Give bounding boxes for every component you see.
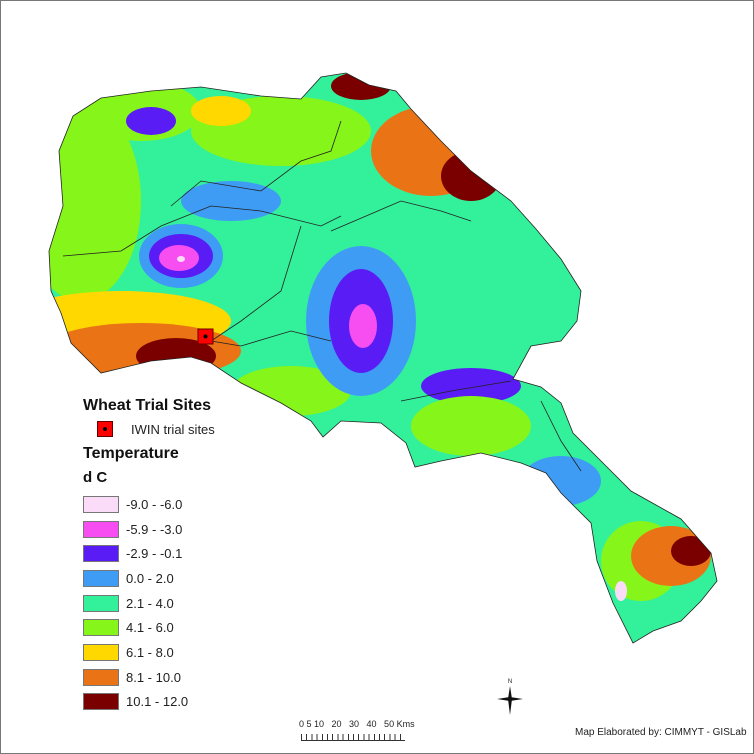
map-legend: Wheat Trial Sites IWIN trial sites Tempe…: [83, 397, 215, 714]
legend-class: 4.1 - 6.0: [83, 615, 215, 640]
scale-bar: [301, 734, 405, 741]
legend-class: -9.0 - -6.0: [83, 492, 215, 517]
legend-swatch: [83, 495, 119, 513]
trial-site-icon: [97, 421, 113, 437]
legend-swatch: [83, 569, 119, 587]
legend-swatch: [83, 545, 119, 563]
legend-class-label: 8.1 - 10.0: [126, 669, 181, 685]
legend-swatch: [83, 594, 119, 612]
legend-class: 6.1 - 8.0: [83, 640, 215, 665]
legend-class-label: 4.1 - 6.0: [126, 620, 174, 636]
scale-bar-label: 0 5 10 20 30 40 50 Kms: [299, 719, 415, 729]
north-label: N: [508, 679, 512, 685]
legend-site-entry: IWIN trial sites: [97, 421, 215, 437]
legend-class: 8.1 - 10.0: [83, 665, 215, 690]
legend-class-label: -5.9 - -3.0: [126, 521, 183, 537]
legend-class-label: 2.1 - 4.0: [126, 595, 174, 611]
legend-title: Wheat Trial Sites: [83, 397, 212, 414]
legend-class-label: 6.1 - 8.0: [126, 644, 174, 660]
legend-class: 0.0 - 2.0: [83, 566, 215, 591]
legend-class: -5.9 - -3.0: [83, 517, 215, 542]
legend-class-label: 10.1 - 12.0: [126, 694, 189, 710]
legend-swatch: [83, 520, 119, 538]
north-arrow-icon: N: [497, 679, 523, 715]
iwin-trial-site-marker[interactable]: [197, 328, 214, 345]
legend-class: 2.1 - 4.0: [83, 591, 215, 616]
legend-swatch: [83, 693, 119, 711]
legend-class: -2.9 - -0.1: [83, 541, 215, 566]
temperature-title: Temperature: [83, 445, 179, 462]
legend-swatch: [83, 668, 119, 686]
legend-swatch: [83, 643, 119, 661]
legend-swatch: [83, 619, 119, 637]
legend-class-label: 0.0 - 2.0: [126, 570, 174, 586]
boundaries: [48, 72, 718, 644]
legend-class: 10.1 - 12.0: [83, 690, 215, 715]
map-credit: Map Elaborated by: CIMMYT - GISLab: [575, 727, 747, 738]
legend-class-label: -9.0 - -6.0: [126, 496, 183, 512]
site-label: IWIN trial sites: [131, 421, 215, 437]
legend-class-label: -2.9 - -0.1: [126, 546, 183, 562]
unit-label: d C: [83, 469, 108, 486]
